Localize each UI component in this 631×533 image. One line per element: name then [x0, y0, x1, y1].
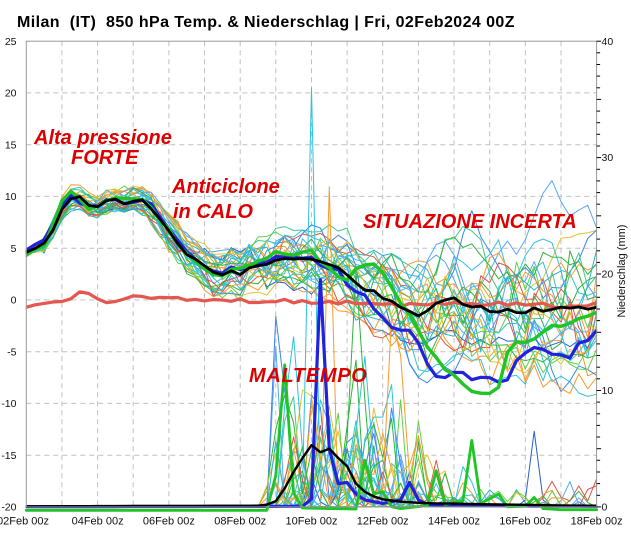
- svg-text:20: 20: [602, 269, 614, 281]
- svg-text:20: 20: [5, 88, 17, 100]
- svg-text:MALTEMPO: MALTEMPO: [249, 365, 368, 387]
- svg-text:10Feb 00z: 10Feb 00z: [286, 516, 338, 528]
- svg-text:-5: -5: [7, 346, 16, 358]
- svg-text:25: 25: [5, 36, 17, 48]
- svg-text:in CALO: in CALO: [173, 201, 253, 223]
- svg-text:0: 0: [602, 502, 608, 514]
- svg-text:SITUAZIONE INCERTA: SITUAZIONE INCERTA: [363, 211, 577, 233]
- svg-text:-20: -20: [1, 502, 16, 514]
- svg-text:Niederschlag (mm): Niederschlag (mm): [616, 225, 628, 318]
- svg-text:08Feb 00z: 08Feb 00z: [214, 516, 266, 528]
- svg-text:Anticiclone: Anticiclone: [171, 176, 280, 198]
- svg-text:Milan (IT) 850 hPa Temp. & N: Milan (IT) 850 hPa Temp. & Niederschlag …: [17, 14, 515, 31]
- svg-text:5: 5: [11, 243, 17, 255]
- svg-text:-15: -15: [1, 450, 16, 462]
- svg-text:30: 30: [602, 152, 614, 164]
- svg-text:10: 10: [602, 385, 614, 397]
- svg-text:02Feb 00z: 02Feb 00z: [0, 516, 49, 528]
- svg-text:14Feb 00z: 14Feb 00z: [428, 516, 480, 528]
- svg-text:18Feb 00z: 18Feb 00z: [571, 516, 623, 528]
- svg-text:06Feb 00z: 06Feb 00z: [143, 516, 195, 528]
- svg-text:0: 0: [11, 295, 17, 307]
- svg-text:Alta pressione: Alta pressione: [33, 127, 172, 149]
- svg-text:16Feb 00z: 16Feb 00z: [499, 516, 551, 528]
- svg-text:04Feb 00z: 04Feb 00z: [72, 516, 124, 528]
- svg-text:FORTE: FORTE: [71, 147, 139, 169]
- svg-text:10: 10: [5, 191, 17, 203]
- svg-text:12Feb 00z: 12Feb 00z: [357, 516, 409, 528]
- svg-text:40: 40: [602, 36, 614, 48]
- svg-text:-10: -10: [1, 398, 16, 410]
- svg-text:15: 15: [5, 139, 17, 151]
